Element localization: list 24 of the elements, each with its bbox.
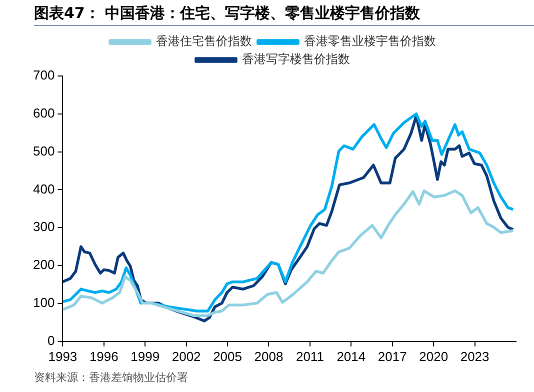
x-tick-label: 2002 bbox=[172, 348, 201, 364]
x-tick-label: 1996 bbox=[89, 348, 118, 364]
y-tick-label: 200 bbox=[32, 257, 55, 272]
x-tick-label: 2020 bbox=[419, 348, 448, 364]
x-tick-label: 1999 bbox=[130, 348, 160, 364]
chart-title: 图表47： 中国香港：住宅、写字楼、零售业楼宇售价指数 bbox=[34, 4, 420, 23]
legend-label: 香港住宅售价指数 bbox=[156, 34, 252, 48]
x-tick-label: 2011 bbox=[296, 348, 324, 364]
y-tick-label: 500 bbox=[32, 143, 55, 158]
legend-label: 香港零售业楼宇售价指数 bbox=[304, 34, 436, 48]
x-tick-label: 2014 bbox=[336, 348, 366, 364]
x-tick-label: 2017 bbox=[378, 348, 407, 364]
x-tick-label: 2008 bbox=[254, 348, 284, 364]
x-tick-label: 1993 bbox=[48, 348, 78, 364]
y-tick-label: 300 bbox=[32, 219, 55, 234]
y-tick-label: 600 bbox=[32, 105, 55, 120]
x-tick-label: 2005 bbox=[213, 348, 242, 364]
text: 资料来源：香港差饷物业估价署 bbox=[34, 370, 188, 385]
y-tick-label: 0 bbox=[47, 332, 55, 348]
y-tick-label: 400 bbox=[32, 181, 55, 196]
y-tick-label: 700 bbox=[32, 68, 55, 83]
legend-label: 香港写字楼售价指数 bbox=[242, 52, 350, 66]
y-tick-label: 100 bbox=[32, 295, 55, 310]
x-tick-label: 2023 bbox=[460, 348, 490, 364]
